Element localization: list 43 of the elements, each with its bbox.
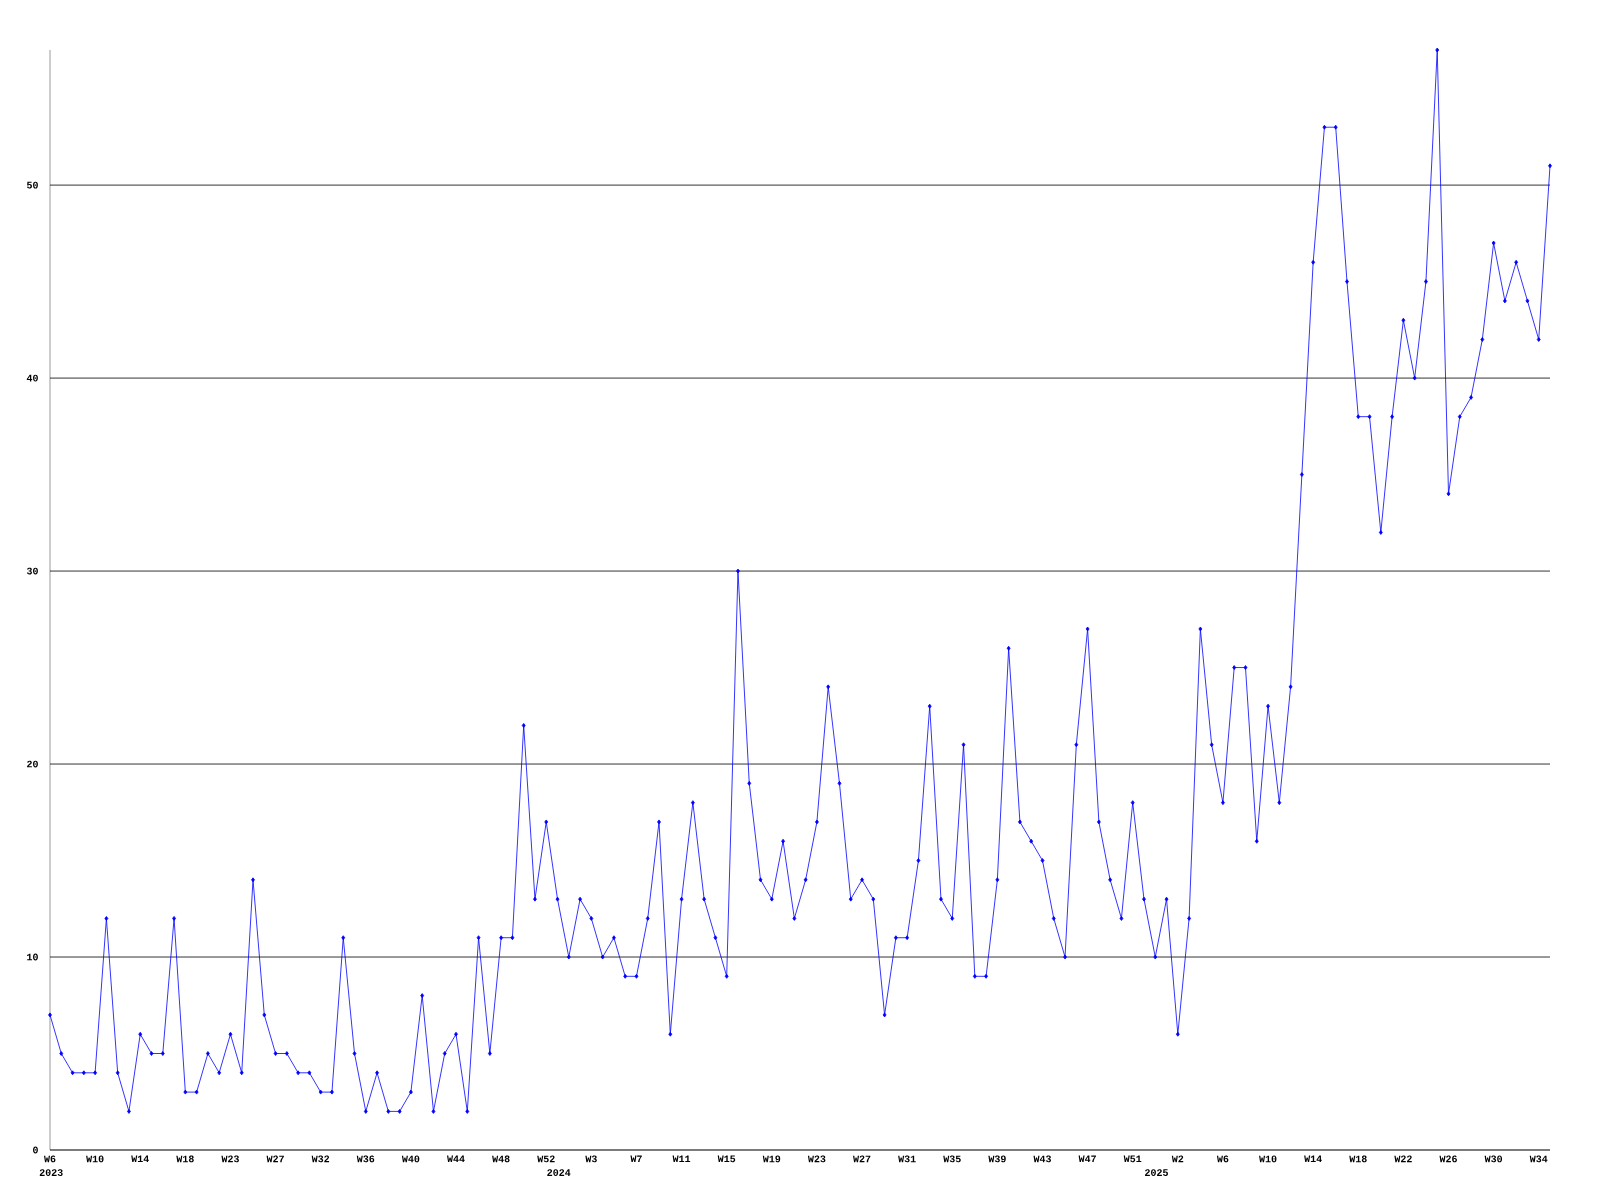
x-tick-label: W6	[1216, 1155, 1229, 1163]
x-tick-label: W7	[630, 1155, 642, 1163]
text: 2024	[547, 1169, 571, 1176]
x-tick-label: W26	[1439, 1155, 1457, 1163]
y-tick-label: 20	[27, 760, 38, 768]
x-tick-label: W27	[266, 1155, 284, 1163]
y-tick-label: 10	[27, 953, 38, 961]
x-tick-label: W44	[447, 1155, 465, 1163]
x-tick-label: W51	[1123, 1155, 1142, 1163]
x-tick-label: W52	[537, 1155, 555, 1163]
x-tick-label: W31	[898, 1155, 916, 1163]
x-tick-label: W14	[131, 1155, 149, 1163]
x-tick-label: W22	[1394, 1155, 1412, 1163]
x-tick-label: W32	[311, 1155, 330, 1163]
x-tick-label: W36	[356, 1155, 375, 1163]
text: 2025	[1145, 1169, 1168, 1176]
x-tick-label: W18	[176, 1155, 194, 1163]
y-tick-label: 40	[26, 374, 38, 382]
x-tick-label: W43	[1033, 1155, 1051, 1163]
x-tick-label: W11	[672, 1155, 691, 1163]
x-tick-label: W35	[943, 1155, 961, 1163]
x-tick-label: W34	[1529, 1155, 1548, 1163]
x-tick-label: W18	[1349, 1155, 1367, 1163]
x-tick-label: W10	[86, 1155, 104, 1163]
x-tick-label: W2	[1171, 1155, 1184, 1163]
y-tick-label: 30	[26, 567, 38, 575]
x-tick-label: W27	[853, 1155, 871, 1163]
x-tick-label: W40	[401, 1155, 420, 1163]
x-tick-label: W48	[492, 1155, 510, 1163]
x-tick-label: W10	[1259, 1155, 1277, 1163]
x-tick-label: W30	[1484, 1155, 1503, 1163]
y-tick-label: 50	[26, 181, 38, 189]
x-tick-label: W15	[717, 1155, 736, 1163]
x-tick-label: W47	[1078, 1155, 1096, 1163]
x-tick-label: W19	[762, 1155, 781, 1163]
x-tick-label: W23	[221, 1155, 239, 1163]
x-tick-label: W3	[585, 1155, 597, 1163]
x-tick-label: W6	[44, 1155, 56, 1163]
y-tick-label: 0	[33, 1146, 38, 1154]
x-tick-label: W14	[1304, 1155, 1322, 1163]
x-tick-label: W39	[988, 1155, 1006, 1163]
text: 2023	[39, 1169, 63, 1176]
x-tick-label: W23	[807, 1155, 826, 1163]
